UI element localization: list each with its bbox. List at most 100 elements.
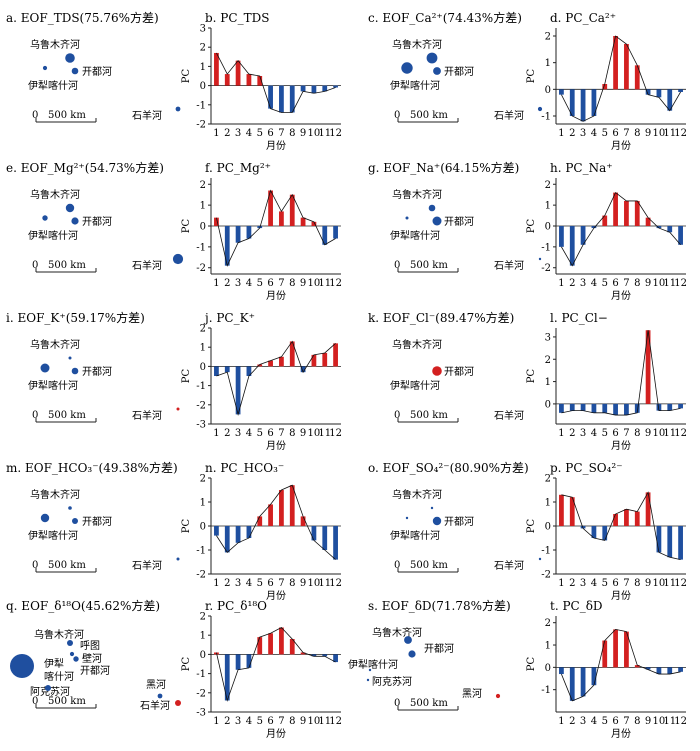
y-tick-label: -1 [541,112,551,123]
scale-label: 500 km [48,696,86,707]
scale-label: 500 km [410,410,448,421]
y-tick-label: 1 [200,631,206,642]
pc-title: b. PC_TDS [205,11,269,25]
eof-title: k. EOF_Cl⁻(89.47%方差) [368,310,514,325]
x-tick-label: 5 [602,428,608,439]
pc-bar-9 [300,217,306,226]
y-axis-label: PC [181,218,192,233]
pc-title: j. PC_K⁺ [203,311,255,325]
eof-dot-ylk [40,513,50,523]
y-tick-label: -2 [196,570,206,581]
site-label-kdh: 开都河 [424,643,454,655]
x-tick-label: 4 [591,128,597,139]
site-label-kdh: 开都河 [82,66,112,78]
eof-dot-syh [176,407,180,411]
x-tick-label: 10 [308,428,321,439]
pc-bar-9 [645,492,651,526]
pc-bar-11 [322,85,328,92]
x-tick-label: 2 [224,278,230,289]
y-tick-label: 2 [545,32,551,43]
x-tick-label: 12 [674,578,687,589]
pc-bar-4 [246,366,252,376]
pc-bar-8 [289,194,295,226]
x-tick-label: 3 [235,428,241,439]
x-tick-label: 6 [267,128,273,139]
x-tick-label: 6 [267,428,273,439]
eof-dot-syh [537,106,543,112]
scale-label: 500 km [48,110,86,121]
pc-bar-8 [634,511,640,526]
pc-bar-12 [678,667,683,672]
x-tick-label: 12 [674,278,687,289]
pc-line [561,330,681,416]
x-tick-label: 2 [224,716,230,727]
pc-bar-9 [300,652,306,655]
scale-zero: 0 [394,110,400,121]
pc-bar-7 [279,356,284,367]
pc-bar-12 [333,343,338,367]
pc-bar-3 [235,226,241,243]
eof-dot-kdh [71,367,79,375]
site-label-wlmq: 乌鲁木齐河 [392,188,442,201]
x-tick-label: 1 [558,578,564,589]
pc-bar-4 [246,226,252,239]
site-label-ylk: 伊犁喀什河 [348,658,398,671]
x-tick-label: 5 [602,278,608,289]
pc-bar-3 [235,526,241,543]
eof-dot-syh [172,253,184,265]
site-label-kdh: 开都河 [80,665,110,677]
pc-bar-7 [624,509,629,526]
pc-bar-11 [322,654,328,657]
x-axis-label: 月份 [611,440,631,452]
pc-title: l. PC_Cl− [550,311,608,325]
eof-dot-wlmq [428,204,436,212]
y-tick-label: -2 [541,570,551,581]
y-tick-label: 0 [545,663,551,674]
pc-bar-2 [569,226,575,266]
y-tick-label: 2 [200,612,206,623]
x-tick-label: 5 [602,578,608,589]
pc-bar-2 [224,366,230,373]
pc-bar-10 [656,403,662,411]
pc-bar-12 [333,654,338,663]
pc-bar-7 [279,85,284,113]
x-tick-label: 4 [246,578,252,589]
x-tick-label: 8 [634,428,640,439]
y-tick-label: -2 [196,263,206,274]
x-tick-label: 10 [308,128,321,139]
pc-bar-2 [224,654,230,701]
eof-title: a. EOF_TDS(75.76%方差) [6,10,159,25]
x-tick-label: 1 [558,428,564,439]
eof-dot-wlmq [65,203,75,213]
site-label-ylk: 伊犁喀什河 [28,379,78,392]
site-label-kdh: 开都河 [82,216,112,228]
pc-bar-11 [667,526,673,558]
x-tick-label: 8 [289,128,295,139]
pc-bar-8 [634,200,640,226]
pc-bar-1 [559,89,564,95]
eof-dot-wlmq [404,636,412,644]
x-tick-label: 8 [289,428,295,439]
pc-bar-2 [569,89,575,116]
eof-title: m. EOF_HCO₃⁻(49.38%方差) [6,460,178,475]
y-tick-label: -1 [541,242,551,253]
y-tick-label: 1 [545,58,551,69]
pc-bar-7 [624,403,629,416]
x-tick-label: 11 [663,128,676,139]
pc-title: d. PC_Ca²⁺ [550,11,616,25]
x-tick-label: 2 [224,128,230,139]
x-tick-label: 3 [235,278,241,289]
pc-bar-1 [559,494,564,526]
eof-dot-ylk2 [10,654,34,678]
y-axis-label: PC [181,368,192,383]
pc-bar-1 [214,52,219,86]
y-axis-label: PC [181,518,192,533]
x-tick-label: 1 [558,278,564,289]
pc-title: p. PC_SO₄²⁻ [550,461,623,475]
x-tick-label: 12 [329,578,342,589]
y-tick-label: 3 [545,332,551,343]
x-axis-label: 月份 [266,290,286,302]
x-tick-label: 11 [318,128,331,139]
